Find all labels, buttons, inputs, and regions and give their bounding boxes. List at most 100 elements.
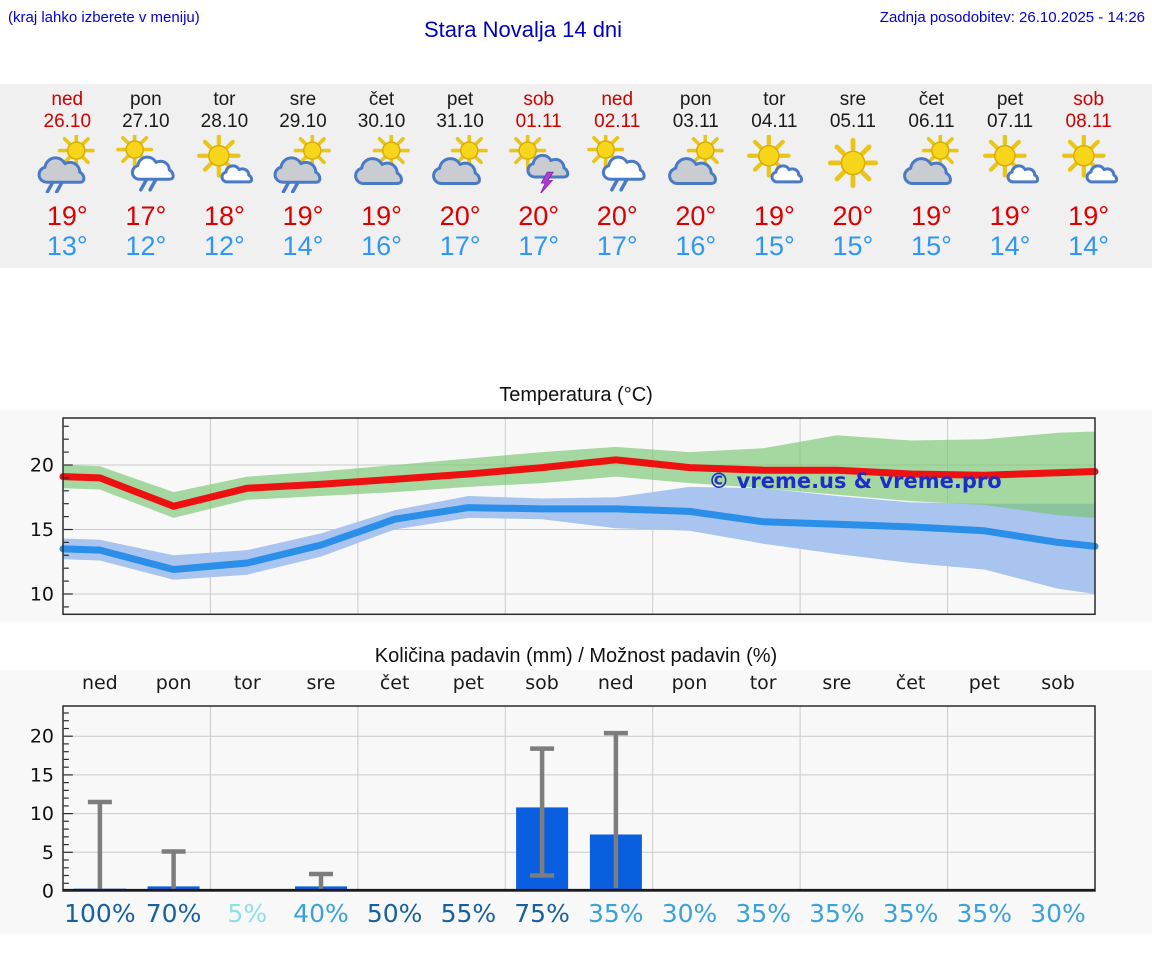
- precip-day-label: sob: [1041, 672, 1075, 694]
- day-column: pon 27.10 17° 12°: [107, 89, 186, 261]
- precip-probability: 70%: [145, 899, 202, 928]
- precip-day-label: pet: [968, 672, 1000, 694]
- day-name: ned: [51, 89, 84, 110]
- precip-probability: 50%: [366, 899, 423, 928]
- day-column: sob 08.11 19° 14°: [1049, 89, 1128, 261]
- day-date: 26.10: [43, 111, 92, 132]
- svg-text:20: 20: [30, 455, 54, 477]
- day-low-temp: 16°: [675, 231, 717, 261]
- day-low-temp: 16°: [361, 231, 402, 261]
- day-high-temp: 19°: [989, 201, 1031, 231]
- day-high-temp: 19°: [361, 201, 402, 231]
- precip-day-label: tor: [749, 672, 777, 694]
- svg-text:5: 5: [42, 842, 54, 864]
- precip-probability: 55%: [440, 899, 497, 928]
- day-high-temp: 19°: [46, 201, 88, 231]
- day-high-temp: 20°: [439, 201, 481, 231]
- page-title: Stara Novalja 14 dni: [423, 17, 623, 42]
- day-date: 03.11: [672, 111, 719, 132]
- day-date: 04.11: [751, 111, 798, 132]
- forecast-strip: ned 26.10 19° 13° pon 27.10 17° 12° tor 28.10 18° 1…: [0, 84, 1152, 268]
- day-date: 08.11: [1065, 111, 1112, 132]
- last-update-timestamp: Zadnja posodobitev: 26.10.2025 - 14:26: [879, 9, 1145, 26]
- precip-probability: 35%: [956, 899, 1013, 928]
- svg-text:10: 10: [30, 803, 54, 825]
- day-high-temp: 20°: [675, 201, 717, 231]
- precip-day-label: ned: [597, 672, 634, 694]
- day-name: pet: [446, 89, 474, 110]
- day-name: sre: [839, 89, 867, 110]
- sun-cloud-storm-icon: [499, 132, 578, 199]
- precipitation-day-labels: ned pon tor sre čet pet sob ned pon tor sre čet pet s…: [63, 672, 1095, 694]
- precip-probability: 35%: [587, 899, 644, 928]
- day-date: 05.11: [829, 111, 876, 132]
- day-date: 07.11: [986, 111, 1034, 132]
- day-column: sre 05.11 20° 15°: [814, 89, 893, 261]
- sun-smallcloud-icon: [185, 133, 264, 199]
- svg-text:10: 10: [30, 584, 54, 606]
- day-low-temp: 12°: [203, 231, 245, 261]
- precip-probability: 40%: [293, 899, 349, 928]
- precip-day-label: tor: [233, 672, 261, 694]
- sun-smallcloud-icon: [735, 133, 814, 199]
- precip-day-label: sob: [525, 672, 559, 694]
- precip-probability: 35%: [809, 899, 865, 928]
- day-date: 31.10: [436, 111, 484, 132]
- forecast-strip-days: ned 26.10 19° 13° pon 27.10 17° 12° tor 28.10 18° 1…: [28, 89, 1128, 261]
- day-low-temp: 14°: [282, 231, 324, 261]
- day-date: 27.10: [122, 111, 170, 132]
- precip-day-label: sre: [306, 672, 336, 694]
- sun-graycloud-icon: [892, 132, 971, 199]
- day-high-temp: 19°: [282, 201, 324, 231]
- precip-probability: 35%: [882, 899, 939, 928]
- precipitation-chart-title: Količina padavin (mm) / Možnost padavin …: [374, 645, 778, 667]
- day-name: pet: [996, 89, 1024, 110]
- day-name: tor: [213, 89, 236, 110]
- day-low-temp: 12°: [125, 231, 167, 261]
- day-date: 02.11: [594, 111, 641, 132]
- sun-graycloud-icon: [657, 132, 736, 199]
- day-name: ned: [601, 89, 634, 110]
- precip-probability: 30%: [1030, 899, 1086, 928]
- sun-graycloud-icon: [342, 132, 421, 199]
- day-low-temp: 15°: [911, 231, 952, 261]
- day-high-temp: 18°: [203, 201, 245, 231]
- day-column: ned 26.10 19° 13°: [28, 89, 107, 261]
- svg-text:20: 20: [30, 726, 54, 748]
- day-low-temp: 17°: [439, 231, 481, 261]
- day-column: pon 03.11 20° 16°: [657, 89, 736, 261]
- day-column: sre 29.10 19° 14°: [264, 89, 343, 261]
- day-high-temp: 19°: [911, 201, 952, 231]
- day-high-temp: 19°: [753, 201, 795, 231]
- day-column: pet 07.11 19° 14°: [971, 89, 1050, 261]
- day-high-temp: 17°: [125, 201, 167, 231]
- day-low-temp: 17°: [518, 231, 560, 261]
- svg-text:15: 15: [30, 519, 54, 541]
- day-date: 29.10: [279, 111, 327, 132]
- sun-graycloud-rain-icon: [264, 132, 343, 199]
- sun-cloud-rain-icon: [107, 131, 186, 199]
- day-high-temp: 20°: [832, 201, 874, 231]
- day-low-temp: 13°: [46, 231, 88, 261]
- day-low-temp: 15°: [753, 231, 795, 261]
- precip-day-label: ned: [81, 672, 118, 694]
- precip-day-label: čet: [379, 672, 410, 694]
- day-low-temp: 14°: [989, 231, 1031, 261]
- day-date: 01.11: [515, 111, 562, 132]
- sun-smallcloud-icon: [1049, 133, 1128, 199]
- menu-hint: (kraj lahko izberete v meniju): [8, 9, 200, 26]
- precip-probability: 30%: [661, 899, 718, 928]
- watermark: © vreme.us & vreme.pro: [708, 469, 1001, 493]
- day-name: sob: [523, 89, 554, 110]
- precip-day-label: čet: [895, 672, 926, 694]
- day-name: tor: [763, 89, 786, 110]
- precip-probability: 35%: [735, 899, 791, 928]
- day-column: tor 04.11 19° 15°: [735, 89, 814, 261]
- day-low-temp: 14°: [1068, 231, 1110, 261]
- precip-probability: 75%: [514, 899, 570, 928]
- sun-smallcloud-icon: [971, 133, 1050, 199]
- temperature-chart-title: Temperatura (°C): [499, 384, 653, 406]
- precip-day-label: pet: [452, 672, 484, 694]
- day-low-temp: 15°: [832, 231, 874, 261]
- precip-day-label: pon: [671, 672, 708, 694]
